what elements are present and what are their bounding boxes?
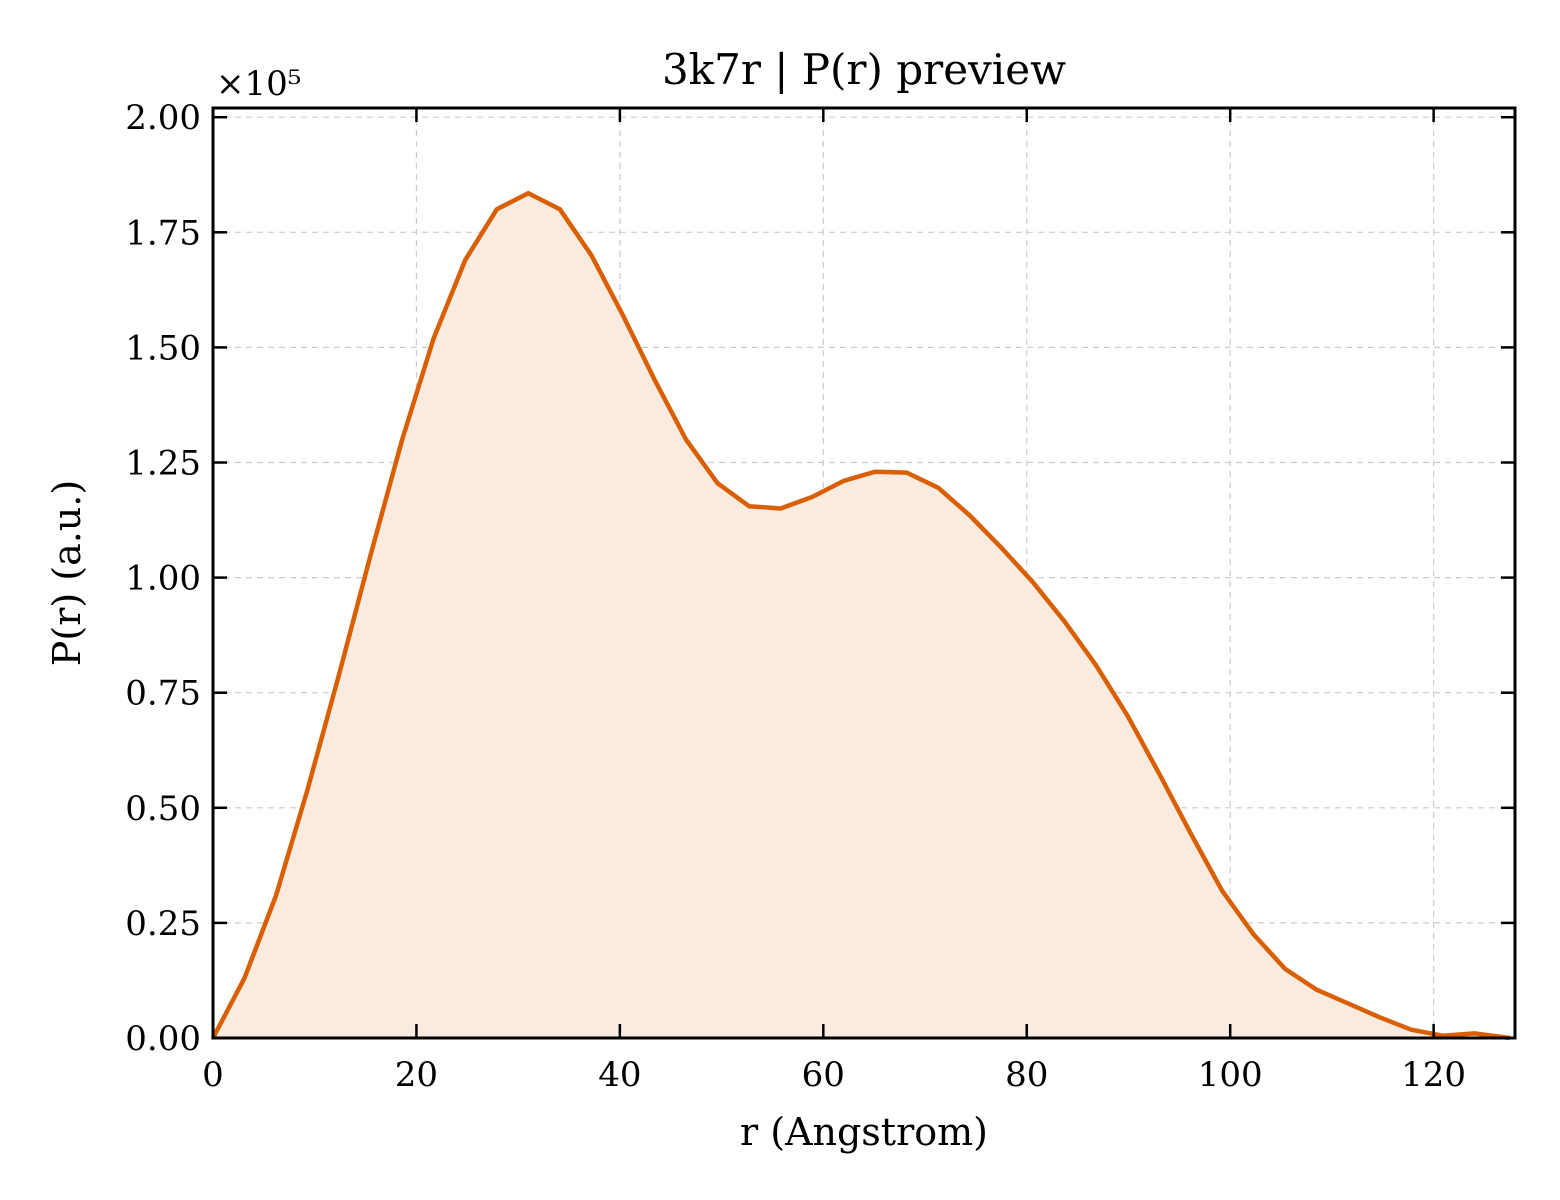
y-tick-label: 2.00: [125, 98, 201, 138]
x-tick-label: 80: [1005, 1055, 1048, 1095]
y-tick-label: 0.50: [125, 789, 201, 829]
y-axis-title: P(r) (a.u.): [45, 480, 89, 666]
y-scale-label: ×10⁵: [216, 64, 301, 104]
y-tick-label: 0.25: [125, 904, 201, 944]
x-axis-title: r (Angstrom): [740, 1110, 988, 1154]
x-tick-label: 20: [395, 1055, 438, 1095]
y-tick-label: 1.75: [125, 213, 201, 253]
y-tick-label: 1.50: [125, 328, 201, 368]
x-tick-label: 60: [802, 1055, 845, 1095]
x-tick-label: 100: [1198, 1055, 1263, 1095]
y-tick-label: 0.00: [125, 1019, 201, 1059]
y-tick-label: 0.75: [125, 674, 201, 714]
ticks: [211, 108, 1515, 1040]
area-fill: [213, 193, 1510, 1038]
series-line: [211, 190, 1511, 1041]
x-tick-label: 120: [1401, 1055, 1466, 1095]
x-tick-label: 0: [202, 1055, 224, 1095]
chart-title: 3k7r | P(r) preview: [662, 45, 1066, 94]
x-tick-label: 40: [598, 1055, 641, 1095]
plot-frame: [211, 106, 1517, 1040]
tick-labels: 0 20 40 60 80 100 120 0.00 0.25 0.50 0.75 1.00 1.25 1…: [125, 98, 1466, 1095]
y-tick-label: 1.25: [125, 444, 201, 484]
y-tick-label: 1.00: [125, 559, 201, 599]
